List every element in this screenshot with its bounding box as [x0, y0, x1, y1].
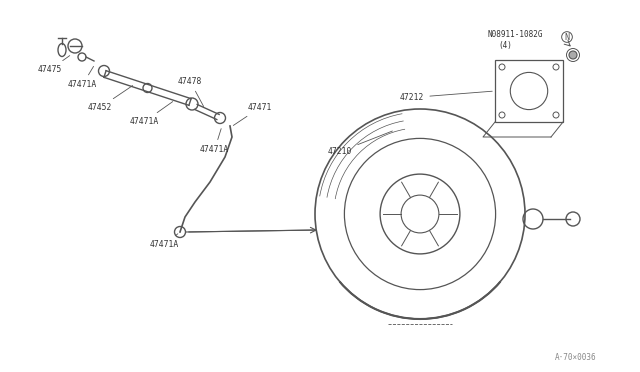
Text: 47471A: 47471A [200, 129, 229, 154]
Text: 47471A: 47471A [130, 102, 173, 126]
Text: 47212: 47212 [400, 91, 492, 102]
Text: 47452: 47452 [88, 86, 132, 112]
Text: 47471A: 47471A [68, 66, 97, 89]
Text: 47471A: 47471A [150, 234, 179, 249]
Text: (4): (4) [498, 41, 512, 50]
Text: N: N [564, 32, 570, 42]
Text: A·70×0036: A·70×0036 [555, 353, 596, 362]
Text: 47210: 47210 [328, 131, 392, 156]
Text: N08911-1082G: N08911-1082G [488, 30, 543, 39]
Text: 47478: 47478 [178, 77, 204, 106]
Circle shape [569, 51, 577, 59]
Text: 47475: 47475 [38, 55, 70, 74]
Text: 47471: 47471 [234, 103, 273, 125]
Bar [495, 60, 563, 122]
